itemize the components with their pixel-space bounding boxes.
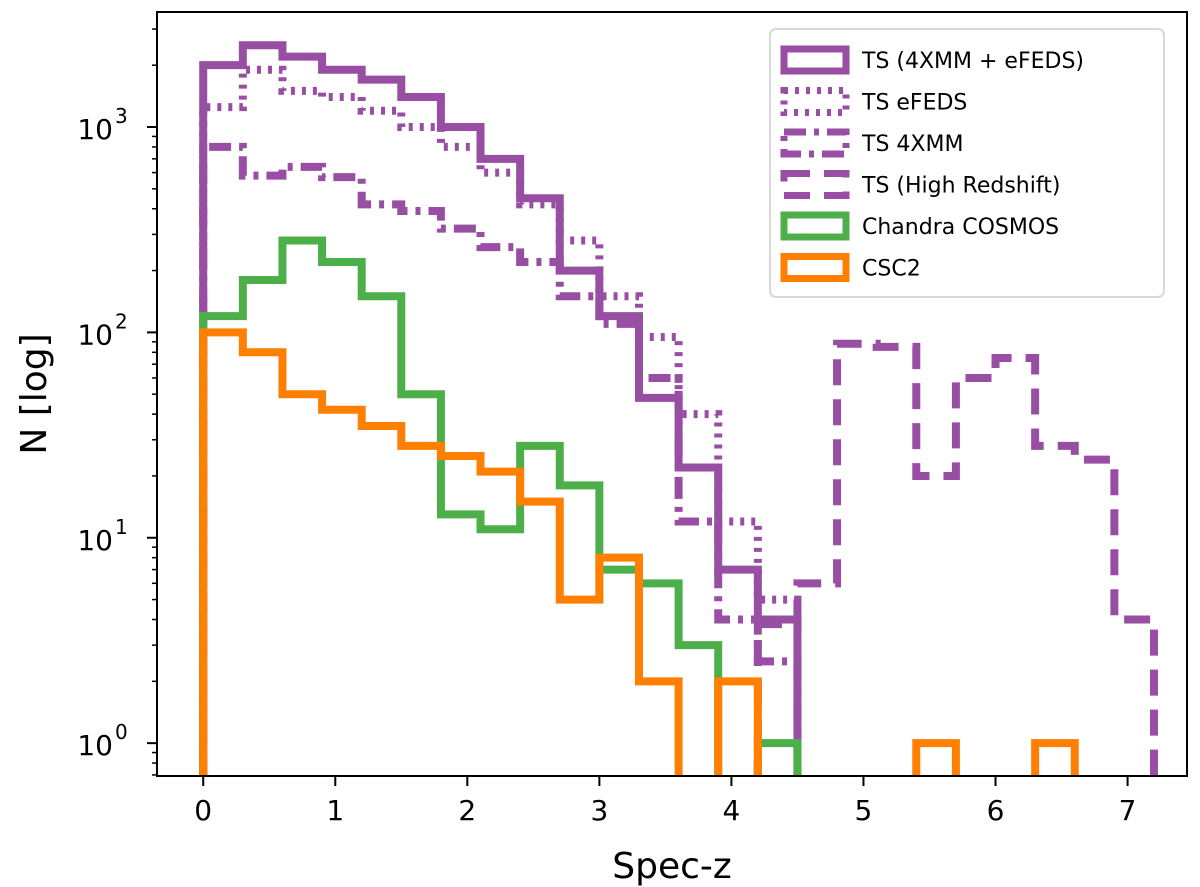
- legend-swatch-1: [780, 87, 850, 116]
- y-tick-exponent: 2: [115, 309, 128, 333]
- x-tick-label: 0: [194, 794, 212, 827]
- series-5-outline: [199, 328, 1079, 776]
- y-tick-exponent: 1: [115, 515, 128, 539]
- y-tick-label: 10: [77, 113, 113, 146]
- y-tick-label: 10: [77, 524, 113, 557]
- x-tick-label: 7: [1119, 794, 1137, 827]
- y-tick-exponent: 0: [115, 720, 128, 744]
- legend-label-2: TS 4XMM: [861, 132, 963, 157]
- legend-swatch-2: [780, 128, 850, 158]
- x-tick-label: 1: [326, 794, 344, 827]
- legend-label-0: TS (4XMM + eFEDS): [861, 49, 1084, 74]
- y-tick-label: 10: [77, 318, 113, 351]
- x-tick-label: 3: [590, 794, 608, 827]
- series-4-outline: [199, 236, 802, 776]
- x-tick-label: 2: [458, 794, 476, 827]
- x-axis-title: Spec-z: [612, 846, 732, 887]
- legend-swatch-5: [780, 253, 850, 282]
- legend-label-4: Chandra COSMOS: [862, 215, 1059, 240]
- legend-label-1: TS eFEDS: [861, 91, 967, 116]
- x-tick-label: 4: [723, 794, 741, 827]
- series-3-outline: [753, 339, 1158, 776]
- x-tick-label: 5: [855, 794, 873, 827]
- series-2-outline: [199, 142, 802, 776]
- legend: TS (4XMM + eFEDS) TS eFEDS TS 4XMM TS (High…: [769, 28, 1165, 298]
- legend-label-3: TS (High Redshift): [861, 174, 1060, 199]
- y-axis-title: N [log]: [14, 333, 55, 454]
- x-tick-label: 6: [987, 794, 1005, 827]
- y-tick-label: 10: [77, 729, 113, 762]
- y-tick-exponent: 3: [115, 104, 128, 128]
- legend-swatch-4: [780, 211, 850, 241]
- legend-swatch-0: [780, 45, 850, 75]
- legend-label-5: CSC2: [862, 257, 921, 282]
- series-layer: [199, 41, 1158, 776]
- legend-frame: [769, 28, 1165, 298]
- series-0-outline: [199, 41, 802, 776]
